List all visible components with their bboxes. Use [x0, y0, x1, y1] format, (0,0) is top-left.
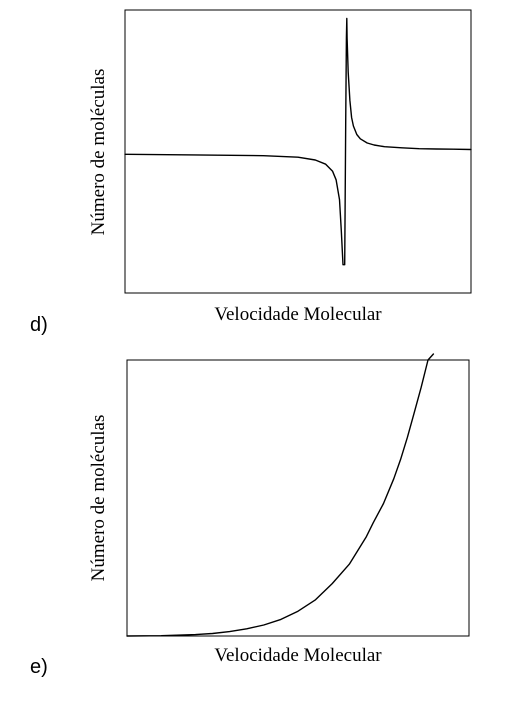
chart-panel-e: Velocidade Molecular Número de moléculas	[88, 353, 470, 666]
panel-label-d: d)	[30, 314, 48, 336]
data-line-d	[124, 17, 472, 266]
plot-frame-d	[124, 9, 472, 294]
y-axis-label-e: Número de moléculas	[88, 415, 109, 582]
x-axis-label-e: Velocidade Molecular	[214, 645, 382, 666]
panel-label-e: e)	[30, 656, 48, 678]
x-axis-label-d: Velocidade Molecular	[214, 304, 382, 325]
y-axis-label-d: Número de moléculas	[88, 69, 109, 236]
data-line-e	[126, 353, 435, 637]
plot-frame-e	[126, 359, 470, 637]
chart-panel-d: Velocidade Molecular Número de moléculas	[88, 9, 472, 325]
